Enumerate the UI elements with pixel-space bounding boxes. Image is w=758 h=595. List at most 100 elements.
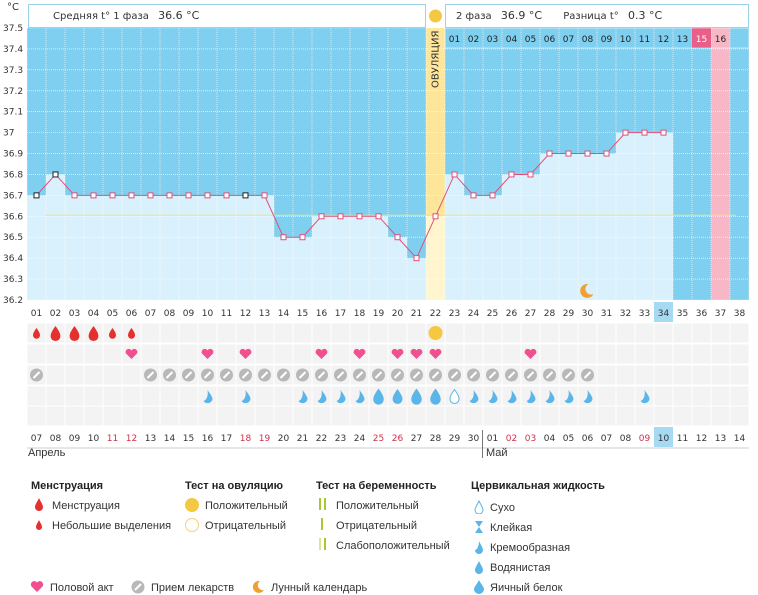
marker-cell	[254, 385, 275, 407]
ovulation-positive-icon	[428, 326, 443, 340]
marker-cell	[577, 405, 598, 427]
marker-cell	[26, 343, 47, 365]
marker-cell	[254, 343, 275, 365]
cycle-day-label: 04	[88, 309, 100, 319]
marker-cell	[349, 405, 370, 427]
marker-cell	[501, 343, 522, 365]
temp-bar	[179, 195, 198, 300]
temp-bar	[160, 195, 179, 300]
y-tick-label: 36.3	[3, 275, 23, 285]
luteal-day-label: 15	[696, 35, 707, 45]
pill-stripe	[260, 371, 269, 379]
y-tick-label: 36.2	[3, 296, 23, 306]
marker-cell	[463, 343, 484, 365]
phase1-label: Средняя t° 1 фаза	[53, 11, 149, 22]
cycle-day-label: 08	[164, 309, 176, 319]
marker-cell	[444, 322, 465, 344]
marker-cell	[539, 322, 560, 344]
cycle-day-label: 27	[525, 309, 536, 319]
marker-cell	[159, 405, 180, 427]
legend-menstruation-title: Менструация	[31, 480, 104, 492]
luteal-day-label: 12	[658, 35, 669, 45]
calendar-date-label: 17	[221, 434, 232, 444]
temperature-line	[36, 132, 664, 260]
marker-cell	[501, 322, 522, 344]
cycle-day-label: 33	[639, 309, 650, 319]
temperature-point	[660, 129, 667, 136]
luteal-day-label: 10	[620, 35, 632, 45]
marker-cell	[406, 322, 427, 344]
calendar-date-label: 13	[145, 434, 156, 444]
calendar-date-label: 23	[335, 434, 346, 444]
phase1-header: Средняя t° 1 фаза 36.6 °C	[28, 4, 426, 28]
creamy-drop-icon	[507, 390, 517, 404]
eggwhite-drop-icon	[411, 388, 422, 405]
marker-cell	[216, 322, 237, 344]
luteal-highlight	[692, 28, 711, 48]
cycle-day-label: 12	[240, 309, 251, 319]
y-tick-label: 37.5	[3, 24, 23, 34]
temp-bar	[597, 153, 616, 300]
drop-red-icon	[35, 498, 43, 511]
marker-cell	[102, 343, 123, 365]
marker-cell	[672, 405, 693, 427]
temperature-point	[603, 150, 610, 157]
marker-cell	[311, 322, 332, 344]
legend-ovulation-positive: Положительный	[205, 500, 288, 512]
hourglass-icon	[475, 521, 483, 533]
temperature-point	[147, 192, 154, 199]
cycle-day-label: 23	[449, 309, 460, 319]
pill-stripe	[583, 371, 592, 379]
marker-cell	[634, 364, 655, 386]
calendar-date-label: 03	[525, 434, 536, 444]
marker-cell	[634, 322, 655, 344]
marker-cell	[216, 343, 237, 365]
test-weak-line-icon	[319, 538, 326, 550]
calendar-date-label: 02	[506, 434, 517, 444]
temperature-point	[356, 213, 363, 220]
cycle-day-label: 15	[297, 309, 308, 319]
calendar-date-label: 20	[278, 434, 290, 444]
temperature-point	[622, 129, 629, 136]
cycle-day-label: 37	[715, 309, 726, 319]
marker-cell	[159, 385, 180, 407]
spotting-drop-icon	[109, 328, 116, 339]
pill-stripe	[393, 371, 402, 379]
phase2-value: 36.9 °C	[500, 9, 543, 22]
heart-icon	[391, 348, 404, 359]
cycle-day-label: 24	[468, 309, 480, 319]
temperature-point	[470, 192, 477, 199]
marker-cell	[254, 405, 275, 427]
temperature-point	[52, 171, 59, 178]
temp-bar	[464, 195, 483, 300]
calendar-date-label: 08	[50, 434, 62, 444]
temp-bar	[236, 195, 255, 300]
unit-label: °C	[7, 2, 19, 13]
calendar-date-label: 27	[411, 434, 422, 444]
marker-cell	[121, 405, 142, 427]
legend-pregnancy-negative: Отрицательный	[336, 520, 417, 532]
marker-cell	[235, 405, 256, 427]
marker-cell	[729, 322, 750, 344]
marker-cell	[615, 364, 636, 386]
cycle-day-label: 35	[677, 309, 688, 319]
calendar-date-label: 18	[240, 434, 252, 444]
marker-cell	[292, 343, 313, 365]
creamy-drop-icon	[298, 390, 308, 404]
pill-stripe	[412, 371, 421, 379]
creamy-drop-icon	[336, 390, 346, 404]
marker-cell	[691, 364, 712, 386]
legend-cervical-creamy: Кремообразная	[490, 542, 571, 554]
calendar-date-label: 07	[601, 434, 612, 444]
marker-cell	[615, 322, 636, 344]
creamy-drop-icon	[317, 390, 327, 404]
creamy-drop-icon	[526, 390, 536, 404]
marker-cell	[254, 322, 275, 344]
menstruation-drop-icon	[88, 326, 99, 342]
marker-cell	[83, 364, 104, 386]
marker-cell	[140, 405, 161, 427]
marker-cell	[368, 405, 389, 427]
ovulation-label: ОВУЛЯЦИЯ	[431, 31, 442, 89]
drop-half-icon	[475, 541, 483, 554]
marker-cell	[653, 322, 674, 344]
